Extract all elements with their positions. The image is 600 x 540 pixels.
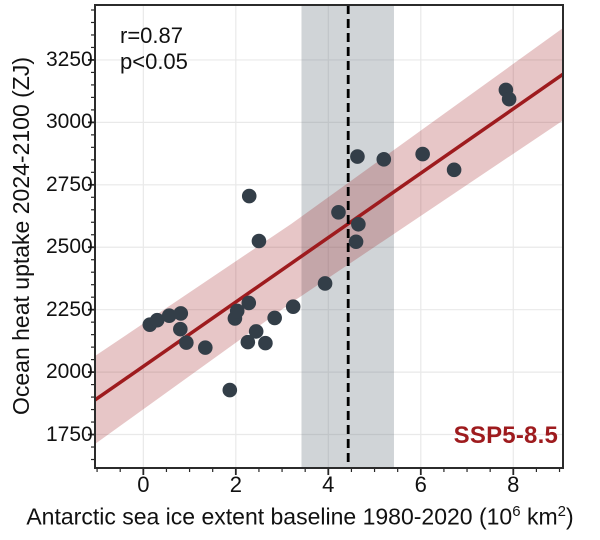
x-tick-label: 8 <box>507 472 520 497</box>
y-tick-label: 1750 <box>46 422 93 446</box>
stats-annotation: r=0.87 p<0.05 <box>120 23 188 75</box>
y-tick-label: 3000 <box>46 110 93 134</box>
x-tick-label: 2 <box>229 472 242 497</box>
x-axis-label-sup2: 2 <box>557 503 566 520</box>
gridlines <box>95 5 563 468</box>
y-axis-label: Ocean heat uptake 2024-2100 (ZJ) <box>8 57 34 416</box>
x-axis-label-text: Antarctic sea ice extent baseline 1980-2… <box>26 503 513 530</box>
y-tick-label: 2500 <box>46 235 93 259</box>
y-tick-label: 2250 <box>46 297 93 321</box>
x-axis-label: Antarctic sea ice extent baseline 1980-2… <box>0 503 600 531</box>
y-tick-label: 2750 <box>46 172 93 196</box>
x-tick-label: 6 <box>414 472 427 497</box>
y-tick-label: 2000 <box>46 360 93 384</box>
x-tick-label: 4 <box>322 472 335 497</box>
plot-border <box>94 4 564 469</box>
scenario-label: SSP5-8.5 <box>453 422 558 449</box>
r-value-text: r=0.87 <box>120 23 183 48</box>
x-axis-label-close: ) <box>565 503 574 530</box>
y-tick-label: 3250 <box>46 47 93 71</box>
x-axis-label-sup6: 6 <box>512 503 521 520</box>
x-axis-label-units: km <box>520 503 558 530</box>
x-tick-label: 0 <box>137 472 150 497</box>
scatter-points <box>142 82 517 398</box>
p-value-text: p<0.05 <box>120 49 188 74</box>
regression-line <box>94 72 564 402</box>
